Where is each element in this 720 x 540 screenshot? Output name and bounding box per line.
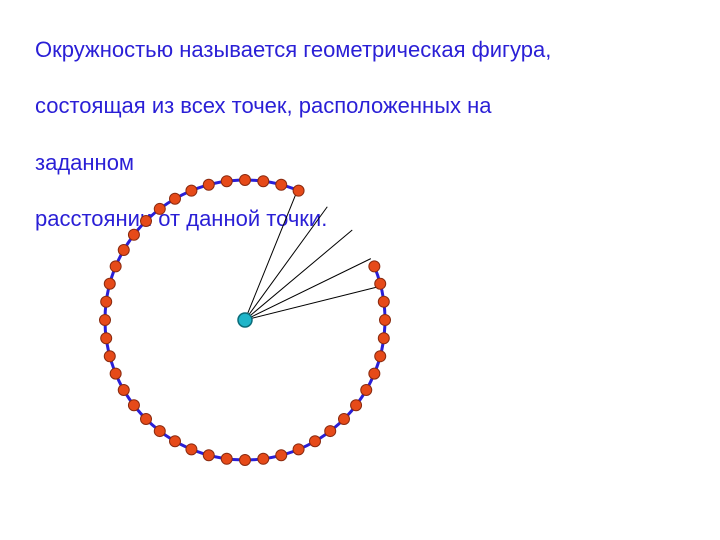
perimeter-dot [110,368,121,379]
perimeter-dot [369,368,380,379]
perimeter-dot [240,455,251,466]
perimeter-dot [110,261,121,272]
perimeter-dot [258,176,269,187]
perimeter-dot [375,278,386,289]
perimeter-dot [369,261,380,272]
perimeter-dot [170,436,181,447]
slide: Окружностью называется геометрическая фи… [0,0,720,540]
perimeter-dot [118,385,129,396]
perimeter-dot [101,333,112,344]
perimeter-dot [276,450,287,461]
perimeter-dot [118,245,129,256]
perimeter-dot [203,450,214,461]
perimeter-dot [361,385,372,396]
perimeter-dot [310,436,321,447]
perimeter-dot [276,179,287,190]
perimeter-dot [170,193,181,204]
definition-line-1: Окружностью называется геометрическая фи… [35,36,685,64]
perimeter-dot [128,400,139,411]
perimeter-dot [154,426,165,437]
perimeter-dot [141,216,152,227]
perimeter-dot [154,203,165,214]
radius-line [245,190,297,320]
perimeter-dot [375,351,386,362]
definition-line-2: состоящая из всех точек, расположенных н… [35,92,685,120]
perimeter-dot [378,296,389,307]
perimeter-dot [378,333,389,344]
perimeter-dot [221,176,232,187]
perimeter-dot [221,453,232,464]
perimeter-dot [338,413,349,424]
perimeter-dot [100,315,111,326]
perimeter-dot [141,413,152,424]
perimeter-dot [258,453,269,464]
center-dot [238,313,252,327]
perimeter-dot [380,315,391,326]
perimeter-dot [186,444,197,455]
perimeter-dot [186,185,197,196]
perimeter-dot [203,179,214,190]
perimeter-dot [128,229,139,240]
perimeter-dot [104,278,115,289]
perimeter-dot [293,185,304,196]
perimeter-dot [240,175,251,186]
perimeter-dot [104,351,115,362]
perimeter-dot [351,400,362,411]
perimeter-dot [101,296,112,307]
circle-diagram [55,130,435,510]
perimeter-dot [325,426,336,437]
perimeter-dot [293,444,304,455]
